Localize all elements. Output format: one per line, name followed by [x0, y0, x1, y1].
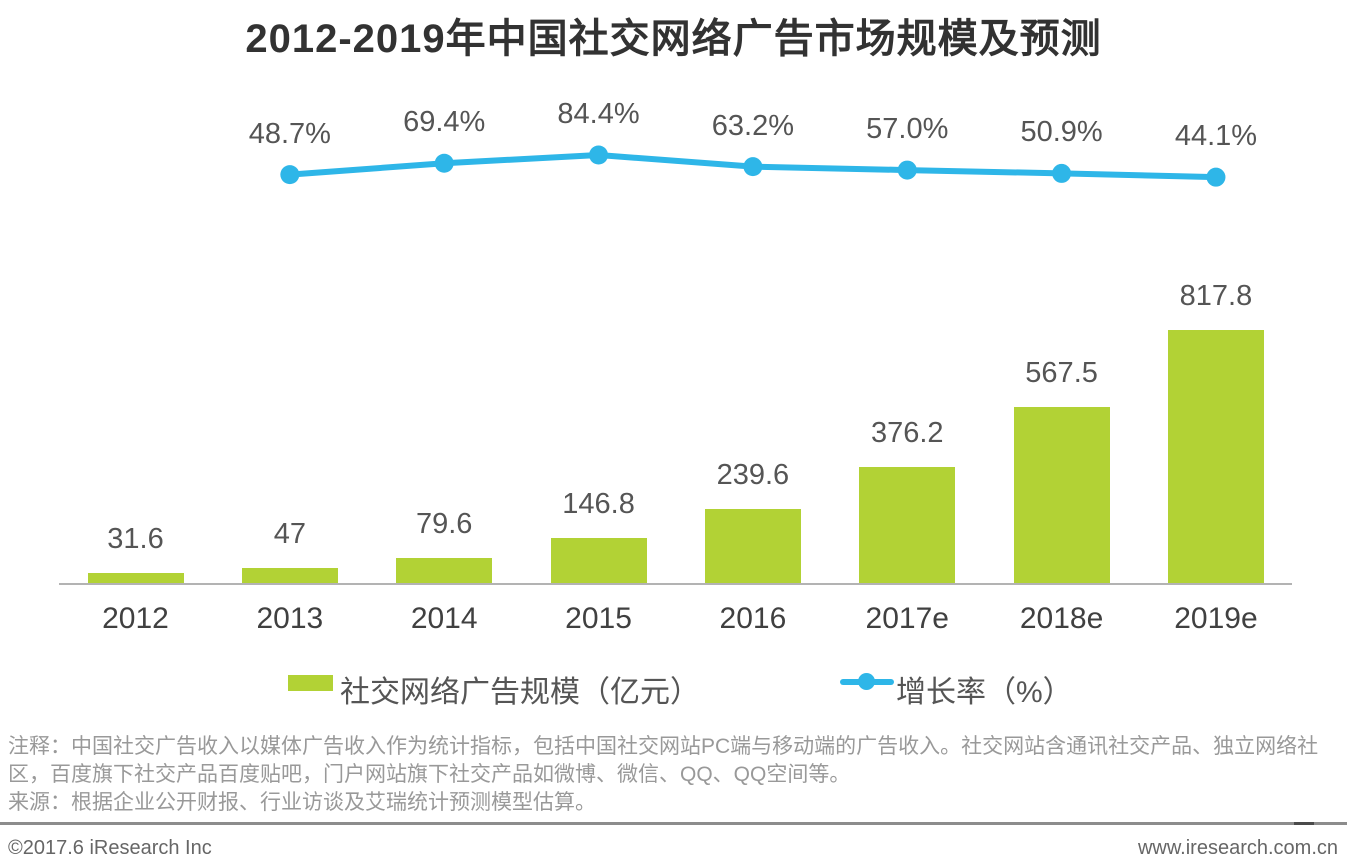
footer-divider: [0, 822, 1347, 825]
x-axis-label-2015: 2015: [565, 602, 632, 635]
bar-value-label-2019e: 817.8: [1179, 280, 1253, 312]
growth-point-2016: [743, 157, 763, 177]
growth-point-2017e: [897, 160, 917, 180]
bar-value-label-2017e: 376.2: [870, 417, 944, 449]
bar-2012: [87, 573, 184, 583]
bar-2013: [241, 568, 338, 583]
growth-point-label-2019e: 44.1%: [1174, 120, 1258, 153]
growth-point-label-2017e: 57.0%: [866, 113, 949, 146]
growth-point-label-2018e: 50.9%: [1020, 116, 1103, 149]
growth-point-label-2014: 69.4%: [403, 106, 486, 139]
growth-point-2015: [589, 145, 609, 165]
bar-value-label-2014: 79.6: [415, 508, 473, 540]
x-axis-label-2014: 2014: [410, 602, 478, 635]
bar-value-label-2013: 47: [273, 518, 306, 550]
x-axis-label-2013: 2013: [256, 602, 324, 635]
bar-value-label-2012: 31.6: [107, 523, 164, 555]
x-axis-label-2016: 2016: [719, 602, 787, 635]
bar-2017e: [859, 467, 956, 583]
x-axis-label-2017e: 2017e: [865, 602, 949, 635]
x-axis-label-2012: 2012: [102, 602, 169, 635]
growth-point-2018e: [1052, 163, 1072, 183]
legend-line-dot-icon: [858, 673, 875, 690]
bar-2014: [396, 558, 493, 583]
legend-bar-label: 社交网络广告规模（亿元）: [340, 676, 700, 709]
growth-point-2019e: [1206, 167, 1226, 187]
footer-divider-tick: [1294, 822, 1314, 825]
bar-value-label-2015: 146.8: [562, 488, 635, 520]
footer-website: www.iresearch.com.cn: [1137, 837, 1338, 859]
legend-bar-swatch-icon: [288, 675, 333, 691]
footer-copyright: ©2017.6 iResearch Inc: [8, 837, 212, 859]
growth-point-label-2015: 84.4%: [557, 98, 640, 130]
legend-line-label: 增长率（%）: [896, 676, 1073, 709]
bar-2018e: [1013, 407, 1110, 583]
x-axis-label-2018e: 2018e: [1019, 602, 1104, 635]
notes-block: 注释：中国社交广告收入以媒体广告收入作为统计指标，包括中国社交网站PC端与移动端…: [8, 733, 1340, 817]
growth-point-2013: [280, 165, 300, 185]
bar-value-label-2016: 239.6: [716, 459, 790, 491]
bar-2016: [704, 509, 801, 583]
bar-2019e: [1167, 330, 1264, 583]
note-source: 来源：根据企业公开财报、行业访谈及艾瑞统计预测模型估算。: [8, 791, 596, 814]
x-axis-label-2019e: 2019e: [1174, 602, 1258, 635]
x-axis-line: [59, 583, 1292, 585]
bar-2015: [550, 538, 647, 583]
growth-point-label-2016: 63.2%: [711, 109, 795, 142]
note-annotation: 注释：中国社交广告收入以媒体广告收入作为统计指标，包括中国社交网站PC端与移动端…: [8, 735, 1319, 786]
bar-value-label-2018e: 567.5: [1025, 357, 1098, 389]
growth-point-2014: [434, 153, 454, 173]
chart-title: 2012-2019年中国社交网络广告市场规模及预测: [245, 17, 1102, 61]
growth-point-label-2013: 48.7%: [248, 117, 331, 150]
